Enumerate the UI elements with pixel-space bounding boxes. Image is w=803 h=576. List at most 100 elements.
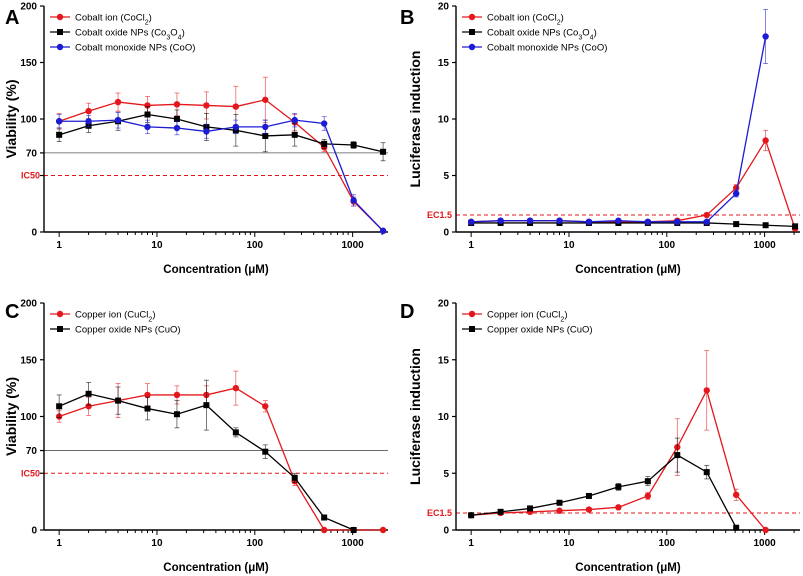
data-point bbox=[291, 474, 298, 481]
data-point bbox=[232, 429, 239, 436]
x-tick-label: 10 bbox=[563, 240, 575, 251]
data-point bbox=[380, 148, 387, 155]
legend-label: Cobalt monoxide NPs (CoO) bbox=[75, 43, 195, 54]
data-point bbox=[262, 123, 269, 131]
reference-line-label: EC1.5 bbox=[427, 210, 452, 220]
data-point bbox=[733, 221, 740, 228]
y-tick-label: 150 bbox=[20, 355, 37, 366]
panel-letter: C bbox=[5, 301, 19, 323]
reference-line-label: IC50 bbox=[21, 171, 40, 181]
data-point bbox=[350, 527, 357, 533]
x-tick-label: 1 bbox=[468, 538, 474, 549]
x-tick-label: 100 bbox=[658, 240, 675, 251]
series-0 bbox=[55, 370, 387, 534]
series-line bbox=[59, 119, 384, 232]
data-point bbox=[674, 452, 681, 459]
data-point bbox=[497, 217, 504, 224]
x-tick-label: 1000 bbox=[341, 240, 364, 251]
legend-text: Cobalt oxide NPs (Co bbox=[487, 28, 578, 39]
x-tick-label: 1 bbox=[56, 240, 62, 251]
x-tick-label: 1000 bbox=[753, 538, 776, 549]
y-tick-label: 70 bbox=[26, 446, 38, 457]
x-tick-label: 1000 bbox=[341, 538, 364, 549]
x-axis-label: Concentration (μM) bbox=[163, 562, 269, 574]
data-point bbox=[262, 448, 269, 455]
legend-marker bbox=[468, 43, 476, 51]
legend-subscript: 4 bbox=[178, 34, 182, 41]
legend-label: Copper ion (CuCl2) bbox=[75, 310, 155, 324]
legend-subscript: 3 bbox=[166, 34, 170, 41]
data-point bbox=[350, 197, 357, 204]
legend-text: O bbox=[170, 28, 177, 39]
data-point bbox=[733, 524, 740, 531]
data-point bbox=[232, 123, 240, 131]
legend-subscript: 2 bbox=[557, 19, 561, 26]
x-axis-label: Concentration (μM) bbox=[575, 562, 681, 574]
series-line bbox=[58, 387, 384, 531]
data-point bbox=[703, 387, 710, 394]
data-point bbox=[674, 218, 681, 226]
series-1 bbox=[56, 379, 357, 533]
data-point bbox=[173, 411, 180, 418]
y-tick-label: 20 bbox=[438, 2, 450, 13]
data-point bbox=[556, 507, 563, 514]
data-point bbox=[144, 405, 151, 412]
data-point bbox=[585, 506, 593, 513]
y-tick-label: 0 bbox=[31, 228, 37, 239]
legend-text: Cobalt monoxide NPs (CoO) bbox=[75, 43, 195, 54]
legend-marker bbox=[56, 13, 64, 21]
legend-text: Copper ion (CuCl bbox=[487, 310, 560, 321]
series-0 bbox=[467, 350, 769, 534]
x-tick-label: 1 bbox=[56, 538, 62, 549]
data-point bbox=[321, 514, 328, 521]
data-point bbox=[173, 101, 181, 108]
series-line bbox=[58, 99, 384, 232]
legend-marker bbox=[469, 326, 475, 332]
data-point bbox=[732, 190, 740, 197]
data-point bbox=[615, 504, 622, 511]
data-point bbox=[644, 478, 651, 485]
legend-text: ) bbox=[152, 310, 155, 321]
x-tick-label: 10 bbox=[151, 538, 163, 549]
data-point bbox=[144, 123, 151, 131]
legend-label: Cobalt monoxide NPs (CoO) bbox=[487, 43, 607, 54]
data-point bbox=[262, 403, 269, 410]
data-point bbox=[114, 116, 122, 124]
data-point bbox=[144, 391, 151, 399]
legend-label: Copper oxide NPs (CuO) bbox=[487, 325, 593, 336]
legend-text: ) bbox=[561, 13, 564, 24]
panel-B: B EC1.5 0 5 10 15 20 1 10 100 1000 Luciferase induc… bbox=[400, 2, 800, 276]
data-point bbox=[350, 141, 357, 148]
data-point bbox=[56, 131, 63, 138]
data-point bbox=[115, 397, 122, 404]
panel-C: C IC50 0 100 150 200 70 1 10 100 1000 Viability (%)… bbox=[3, 299, 388, 574]
legend-label: Copper ion (CuCl2) bbox=[487, 310, 567, 324]
series-line bbox=[471, 454, 737, 529]
x-tick-label: 1000 bbox=[753, 240, 776, 251]
data-point bbox=[114, 98, 122, 106]
legend-text: Copper ion (CuCl bbox=[75, 310, 148, 321]
y-tick-label: 15 bbox=[438, 58, 450, 69]
legend-text: O bbox=[582, 28, 589, 39]
y-tick-label: 0 bbox=[31, 526, 37, 537]
data-point bbox=[792, 223, 799, 230]
x-tick-label: 100 bbox=[658, 538, 675, 549]
y-axis-label: Viability (%) bbox=[3, 79, 19, 158]
legend-label: Cobalt oxide NPs (Co3O4) bbox=[75, 28, 185, 42]
data-point bbox=[203, 402, 210, 409]
data-point bbox=[85, 390, 92, 397]
series-2 bbox=[467, 9, 769, 226]
data-point bbox=[556, 217, 563, 224]
x-tick-label: 10 bbox=[563, 538, 575, 549]
data-point bbox=[379, 526, 387, 534]
panel-D: D EC1.5 0 5 10 15 20 1 10 100 1000 Luciferase induc… bbox=[400, 299, 800, 574]
y-tick-label: 100 bbox=[20, 412, 37, 423]
y-tick-label: 10 bbox=[438, 412, 450, 423]
legend-subscript: 4 bbox=[590, 34, 594, 41]
y-tick-label: 10 bbox=[438, 115, 450, 126]
legend-label: Cobalt oxide NPs (Co3O4) bbox=[487, 28, 597, 42]
x-axis-label: Concentration (μM) bbox=[163, 264, 269, 276]
data-point bbox=[732, 491, 740, 499]
data-point bbox=[144, 111, 151, 118]
